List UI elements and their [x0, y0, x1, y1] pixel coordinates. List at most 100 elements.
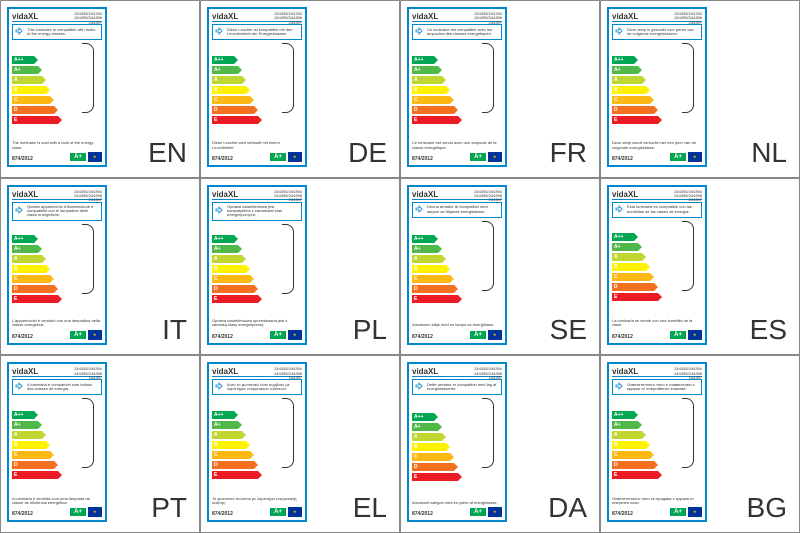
lamp-icon — [615, 205, 625, 215]
energy-bar-label: A+ — [614, 422, 621, 428]
bottom-text: Armaturet sælges med en pære af energikl… — [412, 501, 502, 505]
eu-flag-icon — [288, 507, 302, 517]
energy-bar-C: C — [212, 96, 250, 104]
energy-bar-label: E — [14, 117, 17, 123]
energy-bar-label: A++ — [414, 57, 423, 63]
energy-bar-label: A+ — [414, 246, 421, 252]
energy-bar-label: A++ — [14, 412, 23, 418]
energy-bar-label: B — [14, 266, 18, 272]
energy-class-badge: A+ — [70, 331, 86, 339]
brand-logo: vidaXL — [612, 12, 638, 19]
energy-bar-C: C — [212, 275, 250, 283]
energy-label-card: vidaXL244393/244394244395/244396244397Di… — [207, 7, 307, 167]
energy-bar-label: E — [414, 296, 417, 302]
brand-logo: vidaXL — [212, 12, 238, 19]
regulation-number: 874/2012 — [412, 511, 433, 517]
bracket-icon — [282, 224, 294, 294]
energy-bar-E: E — [612, 116, 658, 124]
brand-logo: vidaXL — [12, 190, 38, 197]
product-codes: 244393/244394244395/244396244397 — [674, 190, 702, 197]
energy-bar-C: C — [412, 96, 450, 104]
regulation-number: 874/2012 — [612, 156, 633, 162]
energy-bar-label: A+ — [14, 67, 21, 73]
energy-chart: A++A+ABCDE — [612, 398, 702, 493]
product-codes: 244393/244394244395/244396244397 — [474, 367, 502, 374]
brand-logo: vidaXL — [212, 190, 238, 197]
energy-bar-E: E — [212, 116, 258, 124]
energy-bar-label: A — [414, 434, 418, 440]
energy-bar-C: C — [12, 451, 50, 459]
energy-bar-B: B — [612, 441, 646, 449]
bottom-text: Diese Leuchte wird verkauft mit einem Le… — [212, 141, 302, 150]
language-code: PT — [151, 492, 187, 524]
brand-logo: vidaXL — [612, 367, 638, 374]
energy-bar-E: E — [612, 293, 658, 301]
energy-bar-label: B — [214, 87, 218, 93]
bracket-icon — [682, 221, 694, 291]
compatibility-info: Esta luminaria es compatible con las bom… — [612, 202, 702, 218]
energy-bar-B: B — [12, 86, 46, 94]
energy-label-card: vidaXL244393/244394244395/244396244397Th… — [7, 7, 107, 167]
energy-bar-B: B — [612, 263, 646, 271]
energy-bar-Aplus: A+ — [412, 66, 438, 74]
energy-bar-C: C — [12, 96, 50, 104]
product-codes: 244393/244394244395/244396244397 — [474, 12, 502, 19]
energy-bar-Aplusplus: A++ — [12, 235, 34, 243]
energy-bar-label: B — [414, 444, 418, 450]
energy-chart: A++A+ABCDE — [412, 221, 502, 321]
bracket-icon — [82, 224, 94, 294]
energy-bar-C: C — [412, 453, 450, 461]
eu-flag-icon — [688, 330, 702, 340]
eu-flag-icon — [488, 330, 502, 340]
energy-bar-D: D — [12, 106, 54, 114]
energy-bar-D: D — [12, 461, 54, 469]
energy-bar-label: A — [614, 77, 618, 83]
energy-bar-E: E — [12, 116, 58, 124]
energy-bar-label: A — [414, 256, 418, 262]
bottom-text: The luminaire is sold with a bulb of the… — [12, 141, 102, 150]
energy-bar-label: A — [614, 254, 618, 260]
label-cell-bg: vidaXL244393/244394244395/244396244397Ос… — [600, 355, 800, 533]
energy-bar-Aplusplus: A++ — [12, 411, 34, 419]
language-code: EL — [353, 492, 387, 524]
energy-bar-A: A — [612, 431, 642, 439]
language-code: SE — [550, 314, 587, 346]
eu-flag-icon — [688, 507, 702, 517]
energy-bar-label: E — [214, 117, 217, 123]
energy-label-card: vidaXL244393/244394244395/244396244397Ос… — [607, 362, 707, 522]
energy-bar-label: A+ — [614, 244, 621, 250]
energy-bar-label: A++ — [214, 412, 223, 418]
language-code: DA — [548, 492, 587, 524]
eu-flag-icon — [688, 152, 702, 162]
language-code: DE — [348, 137, 387, 169]
bracket-icon — [682, 43, 694, 113]
energy-bar-label: D — [614, 107, 618, 113]
language-code: NL — [751, 137, 787, 169]
energy-bar-B: B — [412, 86, 446, 94]
energy-chart: A++A+ABCDE — [612, 43, 702, 138]
lamp-icon — [215, 382, 225, 392]
label-cell-nl: vidaXL244393/244394244395/244396244397De… — [600, 0, 800, 178]
energy-bar-B: B — [12, 441, 46, 449]
compatibility-info: Oprawa oświetleniowa jest kompatybilna z… — [212, 202, 302, 221]
brand-logo: vidaXL — [212, 367, 238, 374]
energy-bar-label: A+ — [214, 422, 221, 428]
energy-bar-label: A++ — [614, 412, 623, 418]
lamp-icon — [215, 27, 225, 37]
energy-bar-label: D — [14, 462, 18, 468]
bottom-text: La luminaria se vende con una bombilla d… — [612, 319, 702, 328]
energy-bar-label: E — [614, 294, 617, 300]
language-code: IT — [162, 314, 187, 346]
brand-logo: vidaXL — [12, 367, 38, 374]
product-codes: 244393/244394244395/244396244397 — [674, 12, 702, 19]
energy-bar-label: C — [14, 97, 18, 103]
product-codes: 244393/244394244395/244396244397 — [74, 190, 102, 197]
compatibility-info: Dette armatur er kompatibel med lag af e… — [412, 379, 502, 395]
energy-bar-C: C — [612, 96, 650, 104]
top-text: Αυτό το φωτιστικό είναι συμβατό με λαμπτ… — [227, 383, 299, 392]
energy-chart: A++A+ABCDE — [212, 224, 302, 316]
energy-bar-E: E — [212, 295, 258, 303]
top-text: Esta luminaria es compatible con las bom… — [627, 205, 699, 214]
energy-class-badge: A+ — [470, 153, 486, 161]
energy-bar-B: B — [212, 265, 246, 273]
